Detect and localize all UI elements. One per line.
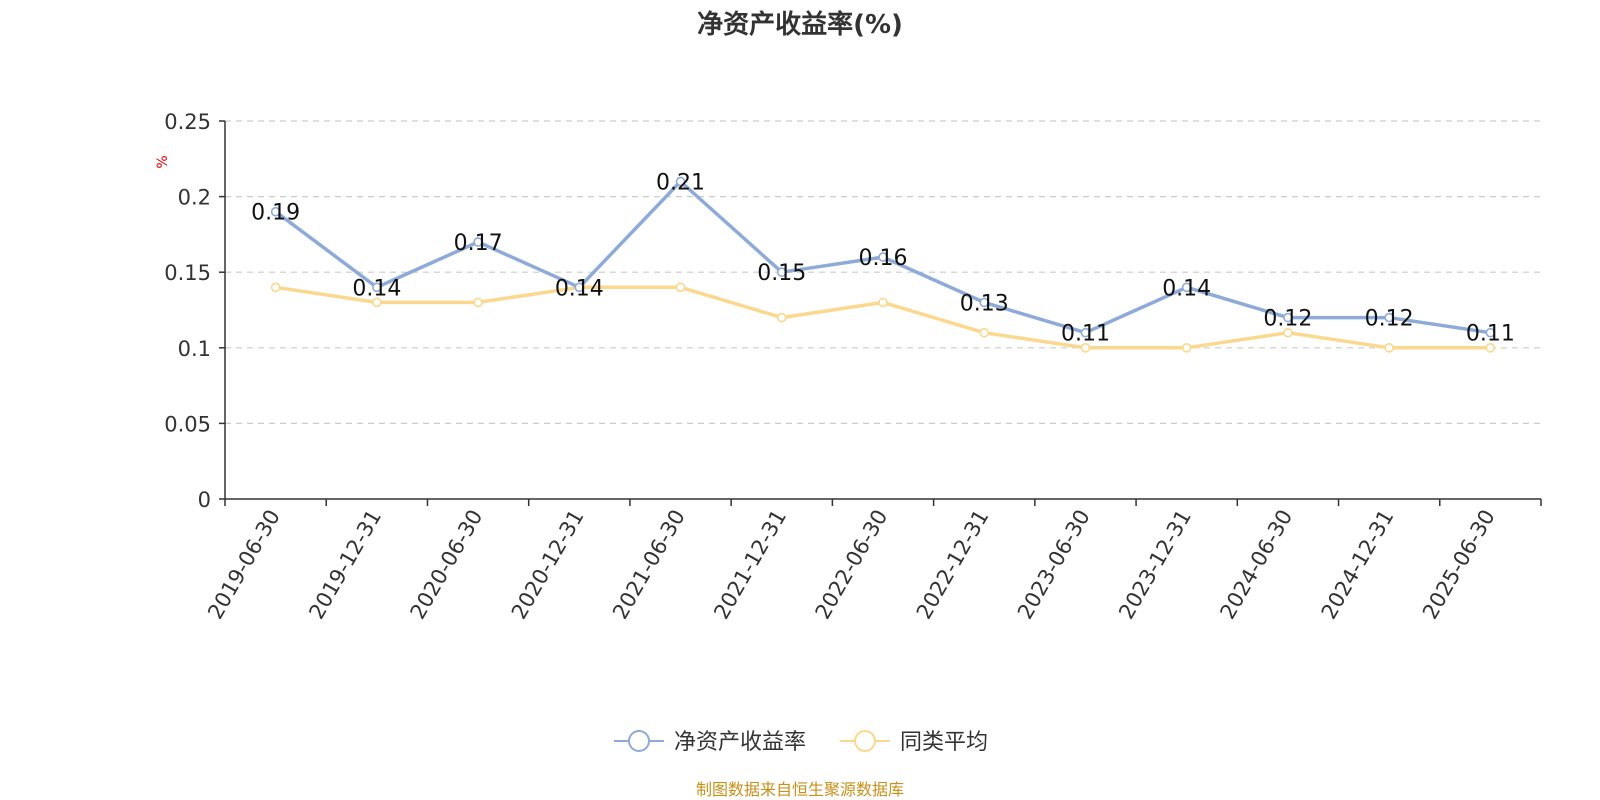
data-point (675, 282, 686, 293)
data-point (1384, 312, 1394, 323)
x-tick-label: 2019-12-31 (304, 506, 386, 624)
data-point (979, 297, 990, 308)
data-point (1384, 342, 1394, 353)
x-tick-label: 2020-06-30 (406, 505, 488, 623)
data-label: 0.13 (960, 291, 1009, 316)
data-label: 0.12 (1263, 307, 1312, 332)
y-axis-label: % (155, 155, 171, 168)
data-point (1080, 327, 1091, 338)
y-tick-label: 0.15 (164, 261, 211, 285)
data-point (1181, 282, 1192, 293)
data-label: 0.14 (352, 276, 401, 301)
data-point (270, 206, 281, 217)
x-tick-label: 2023-12-31 (1114, 506, 1196, 624)
data-point (776, 312, 787, 323)
legend-marker (854, 730, 876, 752)
data-label: 0.16 (859, 246, 908, 271)
y-tick-label: 0.25 (164, 110, 211, 134)
y-tick-label: 0.05 (164, 412, 211, 436)
legend-marker (628, 730, 650, 752)
data-point (372, 297, 382, 308)
data-point (270, 282, 281, 293)
x-tick-label: 2022-12-31 (912, 505, 994, 623)
x-tick-label: 2021-06-30 (608, 506, 690, 624)
data-point (878, 297, 888, 308)
data-point (1485, 327, 1496, 338)
x-tick-label: 2021-12-31 (709, 506, 791, 624)
data-label: 0.19 (251, 201, 300, 226)
x-tick-label: 2020-12-31 (507, 506, 589, 624)
y-tick-label: 0 (198, 488, 211, 512)
data-point (1485, 342, 1496, 353)
data-label: 0.17 (454, 231, 503, 256)
data-label: 0.14 (1162, 276, 1211, 301)
data-label: 0.11 (1061, 322, 1110, 347)
data-point (473, 297, 483, 308)
data-label: 0.21 (656, 170, 705, 195)
data-label: 0.15 (757, 261, 806, 286)
legend-label: 净资产收益率 (674, 730, 806, 755)
data-label: 0.11 (1466, 322, 1515, 347)
y-tick-label: 0.1 (178, 337, 211, 361)
data-point (1283, 312, 1293, 323)
data-label: 0.14 (555, 276, 604, 301)
data-point (1181, 342, 1192, 353)
data-point (776, 267, 787, 278)
data-point (675, 176, 686, 187)
data-point (1080, 342, 1091, 353)
y-tick-label: 0.2 (178, 186, 211, 210)
x-tick-label: 2025-06-30 (1418, 506, 1500, 624)
data-point (1283, 327, 1293, 338)
chart-title: 净资产收益率(%) (697, 10, 903, 40)
x-tick-label: 2019-06-30 (203, 506, 285, 624)
data-label: 0.12 (1365, 307, 1414, 332)
data-point (878, 252, 888, 262)
x-tick-label: 2022-06-30 (811, 506, 893, 624)
data-point (574, 282, 585, 293)
x-tick-label: 2024-06-30 (1215, 506, 1297, 624)
x-tick-label: 2023-06-30 (1013, 506, 1095, 624)
data-point (979, 327, 990, 338)
x-tick-label: 2024-12-31 (1317, 506, 1399, 624)
data-point (372, 282, 382, 293)
legend-label: 同类平均 (900, 730, 988, 755)
source-note: 制图数据来自恒生聚源数据库 (695, 780, 904, 799)
data-point (473, 237, 483, 247)
